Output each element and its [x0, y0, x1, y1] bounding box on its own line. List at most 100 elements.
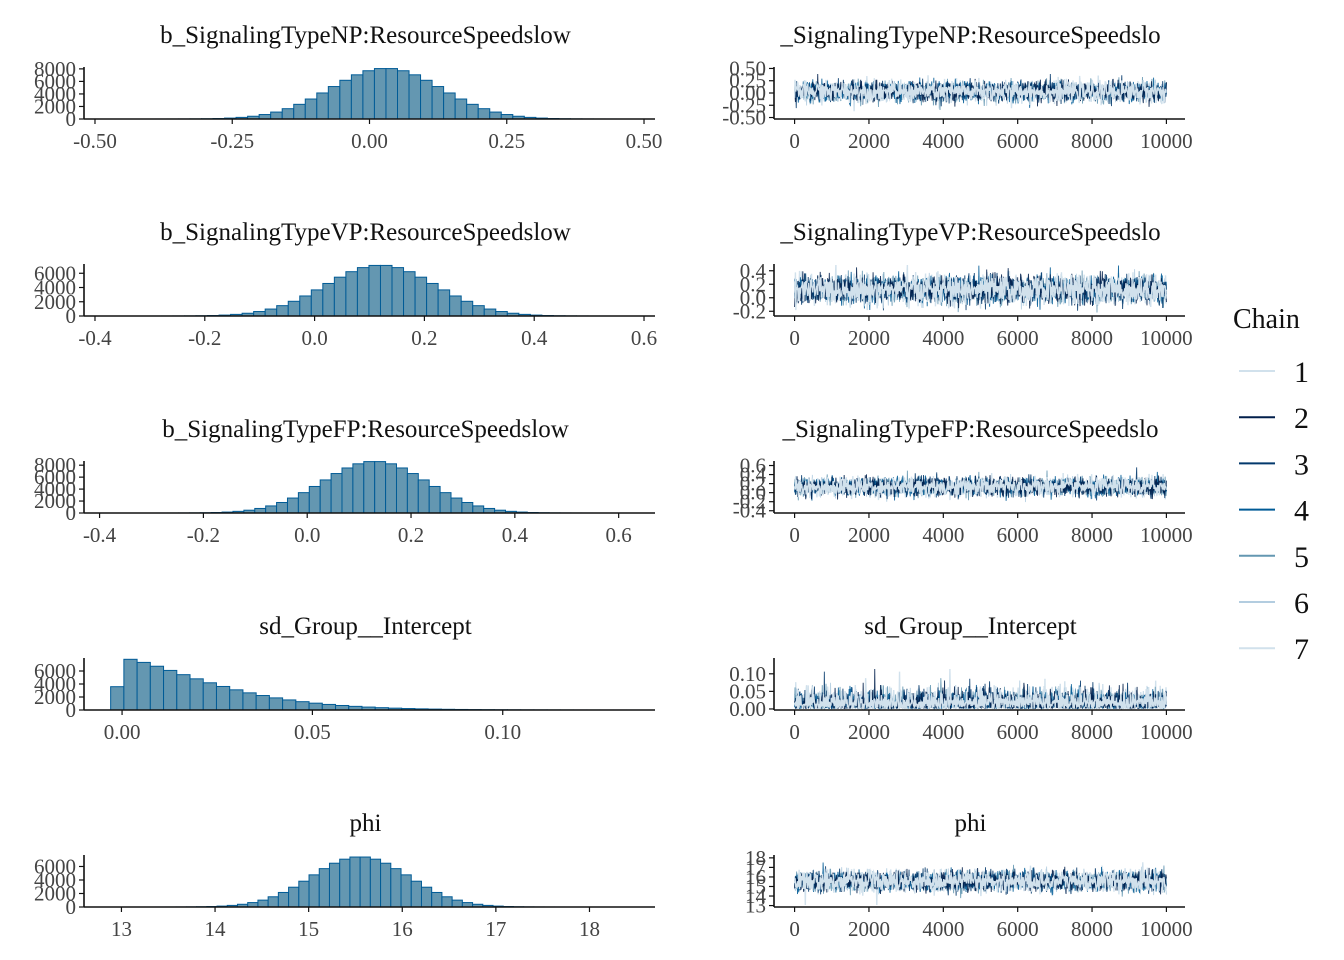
histogram-x-tick-label: 0.10: [484, 720, 521, 744]
histogram-x-tick-label: 0.00: [351, 129, 388, 153]
trace-y-tick-label: 0.2: [740, 472, 766, 496]
legend-label-chain-7: 7: [1294, 633, 1309, 666]
histogram-bar: [298, 880, 310, 908]
trace-panel: _SignalingTypeNP:ResourceSpeedslo 0 2000 40…: [722, 22, 1192, 153]
histogram-title: b_SignalingTypeNP:ResourceSpeedslow: [160, 22, 571, 49]
histogram-x-tick-label: -0.2: [187, 523, 220, 547]
histogram-y-tick-label: 2000: [34, 290, 76, 314]
histogram-bar: [362, 70, 375, 120]
histogram-bar: [110, 686, 125, 711]
trace-x-tick-label: 4000: [922, 720, 964, 744]
trace-x-tick-label: 0: [789, 917, 800, 941]
histogram-bar: [363, 461, 376, 514]
histogram-bar: [374, 461, 387, 514]
histogram-bar: [426, 282, 439, 317]
trace-x-tick-label: 8000: [1071, 326, 1113, 350]
histogram-bar: [316, 92, 329, 120]
histogram-bar: [369, 858, 382, 908]
trace-y-tick-label: 0.0: [740, 481, 766, 505]
histogram-bar: [460, 300, 474, 317]
trace-chain-1: [793, 75, 1167, 106]
histogram-x-tick-label: 18: [579, 917, 600, 941]
histogram-bar: [443, 92, 456, 120]
histogram-bar: [265, 505, 278, 514]
histogram-title: sd_Group__Intercept: [259, 613, 471, 640]
trace-y-tick-label: 0.00: [729, 81, 766, 105]
histogram-bar: [310, 289, 324, 317]
trace-x-tick-label: 10000: [1140, 129, 1193, 153]
histogram-bar: [466, 103, 479, 120]
histogram-bar: [176, 674, 191, 711]
histogram-x-tick-label: 0.4: [521, 326, 548, 350]
trace-x-tick-label: 0: [789, 326, 800, 350]
histogram-y-tick-label: 4000: [34, 477, 76, 501]
trace-x-tick-label: 4000: [922, 917, 964, 941]
histogram-bar: [345, 271, 358, 317]
histogram-x-tick-label: 15: [298, 917, 319, 941]
histogram-x-tick-label: -0.50: [73, 129, 117, 153]
histogram-title: phi: [350, 810, 382, 837]
trace-y-tick-label: 0.4: [740, 259, 767, 283]
trace-title: sd_Group__Intercept: [864, 613, 1076, 640]
trace-x-tick-label: 2000: [848, 720, 890, 744]
histogram-x-tick-label: -0.4: [78, 326, 112, 350]
trace-title: _SignalingTypeFP:ResourceSpeedslo: [781, 416, 1158, 443]
trace-x-tick-label: 0: [789, 129, 800, 153]
histogram-bar: [428, 485, 441, 514]
histogram-bar: [299, 295, 312, 317]
trace-y-tick-label: -0.2: [733, 490, 766, 514]
histogram-y-tick-label: 0: [66, 698, 77, 722]
trace-panel: _SignalingTypeVP:ResourceSpeedslo 0 2000 40…: [733, 219, 1193, 350]
histogram-bar: [356, 267, 370, 317]
histogram-y-tick-label: 2000: [34, 94, 76, 118]
histogram-bar: [288, 886, 300, 908]
histogram-bar: [281, 108, 295, 120]
trace-y-tick-label: 0.0: [740, 286, 766, 310]
histogram-y-tick-label: 4000: [34, 672, 76, 696]
histogram-bar: [286, 497, 299, 514]
histogram-bar: [308, 874, 320, 908]
trace-y-tick-label: 13: [745, 894, 766, 918]
histogram-bar: [308, 485, 321, 514]
histogram-bar: [397, 70, 410, 120]
histogram-bar: [454, 98, 468, 120]
histogram-x-tick-label: 0.0: [301, 326, 327, 350]
histogram-bar: [437, 289, 451, 317]
histogram-bar: [308, 702, 323, 711]
histogram-x-tick-label: 0.0: [294, 523, 320, 547]
trace-y-tick-label: 0.00: [729, 697, 766, 721]
histogram-bar: [439, 492, 452, 514]
legend-label-chain-2: 2: [1294, 402, 1309, 435]
histogram-panel: b_SignalingTypeNP:ResourceSpeedslow -0.50…: [34, 22, 662, 153]
histogram-bar: [328, 862, 341, 908]
histogram-bar: [255, 695, 270, 711]
trace-title: phi: [955, 810, 987, 837]
histogram-bar: [391, 267, 405, 317]
histogram-bar: [341, 467, 354, 514]
histogram-x-tick-label: 0.2: [398, 523, 424, 547]
trace-x-tick-label: 8000: [1071, 720, 1113, 744]
trace-x-tick-label: 8000: [1071, 917, 1113, 941]
trace-y-tick-label: 17: [745, 855, 766, 879]
histogram-bar: [277, 891, 290, 908]
trace-x-tick-label: 6000: [997, 720, 1039, 744]
histogram-bar: [350, 74, 364, 120]
histogram-title: b_SignalingTypeFP:ResourceSpeedslow: [162, 416, 569, 443]
histogram-bar: [483, 308, 497, 317]
histogram-bar: [390, 868, 402, 908]
trace-y-tick-label: -0.25: [722, 93, 766, 117]
histogram-bar: [352, 463, 365, 514]
trace-x-tick-label: 2000: [848, 326, 890, 350]
histogram-y-tick-label: 0: [66, 895, 77, 919]
histogram-y-tick-label: 8000: [34, 453, 76, 477]
histogram-bar: [420, 79, 433, 120]
histogram-panel: sd_Group__Intercept 0.00 0.05 0.10 020004000…: [34, 613, 655, 744]
trace-x-tick-label: 6000: [997, 129, 1039, 153]
histogram-y-tick-label: 4000: [34, 82, 76, 106]
histogram-x-tick-label: 0.6: [606, 523, 632, 547]
histogram-bar: [327, 86, 341, 120]
histogram-bar: [385, 463, 397, 514]
histogram-y-tick-label: 4000: [34, 868, 76, 892]
histogram-bar: [268, 697, 284, 711]
